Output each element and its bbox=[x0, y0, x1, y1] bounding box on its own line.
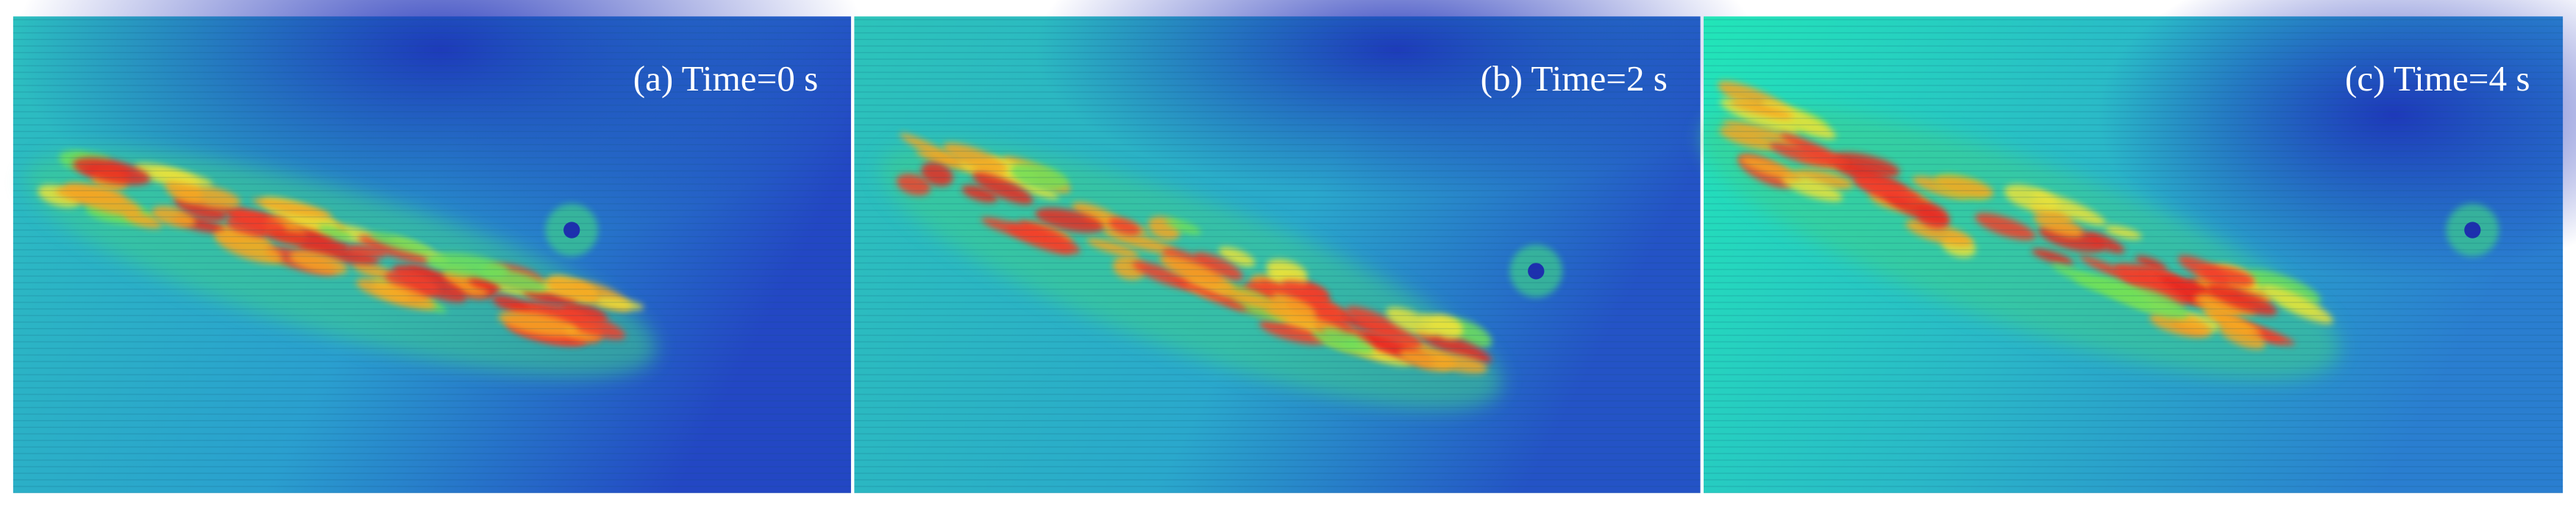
vector-texture bbox=[1704, 16, 2563, 493]
panel-label: (b) Time=2 s bbox=[1481, 58, 1668, 99]
vector-texture bbox=[13, 16, 851, 493]
panel: (c) Time=4 s bbox=[1701, 0, 2576, 493]
panel: (b) Time=2 s bbox=[854, 0, 1758, 493]
panel-label: (a) Time=0 s bbox=[633, 58, 819, 99]
vector-texture bbox=[854, 16, 1701, 493]
panel: (a) Time=0 s bbox=[13, 0, 868, 493]
panel-label: (c) Time=4 s bbox=[2345, 58, 2530, 99]
